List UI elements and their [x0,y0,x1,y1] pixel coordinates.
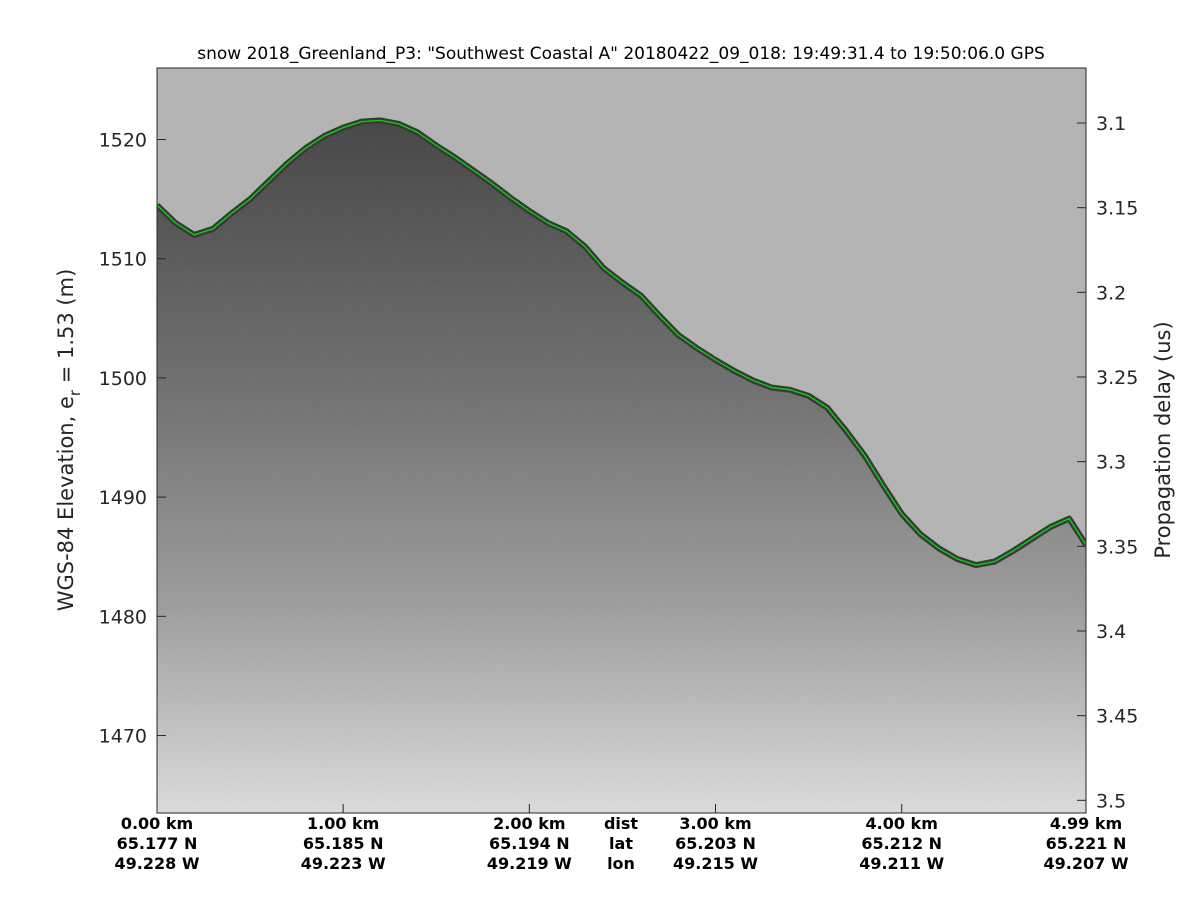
x-tick-lon: 49.211 W [859,854,944,873]
surface-tracking-line [157,119,1086,566]
x-tick-dist: 3.00 km [679,814,751,833]
x-tick-lon: 49.207 W [1044,854,1129,873]
x-tick-lat: 65.185 N [303,834,384,853]
chart-title: snow 2018_Greenland_P3: "Southwest Coast… [197,44,1045,64]
x-tick-lat: 65.177 N [117,834,198,853]
left-tick-label: 1520 [99,130,147,152]
right-tick-label: 3.2 [1096,282,1126,304]
right-tick-label: 3.5 [1096,790,1126,812]
left-tick-label: 1500 [99,368,147,390]
left-tick-label: 1470 [99,726,147,748]
plot-area [157,68,1086,813]
plot-frame [156,67,1087,814]
x-tick-lon: 49.228 W [115,854,200,873]
x-tick-dist: 2.00 km [493,814,565,833]
right-tick-label: 3.3 [1096,452,1126,474]
x-tick-dist: 0.00 km [121,814,193,833]
right-axis: 3.1 3.15 3.2 3.25 3.3 3.35 3.4 3.45 3.5 [1077,113,1138,812]
left-tick-label: 1510 [99,249,147,271]
right-tick-label: 3.35 [1096,536,1138,558]
right-tick-label: 3.15 [1096,198,1138,220]
x-tick-lat: 65.221 N [1046,834,1127,853]
x-tick-dist: 1.00 km [307,814,379,833]
left-tick-label: 1490 [99,487,147,509]
x-tick-lat: 65.194 N [489,834,570,853]
y-axis-left-label-main: WGS-84 Elevation, e [54,396,78,611]
y-axis-left-label: WGS-84 Elevation, er = 1.53 (m) [54,269,84,612]
y-axis-right-label: Propagation delay (us) [1151,321,1175,558]
x-tick-lon: 49.215 W [673,854,758,873]
x-tick-lat: 65.203 N [675,834,756,853]
speckle-noise [157,68,1086,813]
x-tick-lon: 49.219 W [487,854,572,873]
x-tick-lat: 65.212 N [861,834,942,853]
x-tick-lon: 49.223 W [301,854,386,873]
row-label-lon: lon [607,854,635,873]
right-tick-label: 3.45 [1096,706,1138,728]
row-labels: dist lat lon [604,814,638,873]
right-tick-label: 3.25 [1096,367,1138,389]
left-axis: 1470 1480 1490 1500 1510 1520 [99,130,166,748]
y-axis-left-label-sub: r [66,389,84,396]
right-tick-label: 3.4 [1096,621,1126,643]
row-label-lat: lat [609,834,633,853]
x-tick-dist: 4.99 km [1050,814,1122,833]
y-axis-left-label-tail: = 1.53 (m) [54,269,78,390]
row-label-dist: dist [604,814,638,833]
right-tick-label: 3.1 [1096,113,1126,135]
left-tick-label: 1480 [99,606,147,628]
x-tick-dist: 4.00 km [866,814,938,833]
